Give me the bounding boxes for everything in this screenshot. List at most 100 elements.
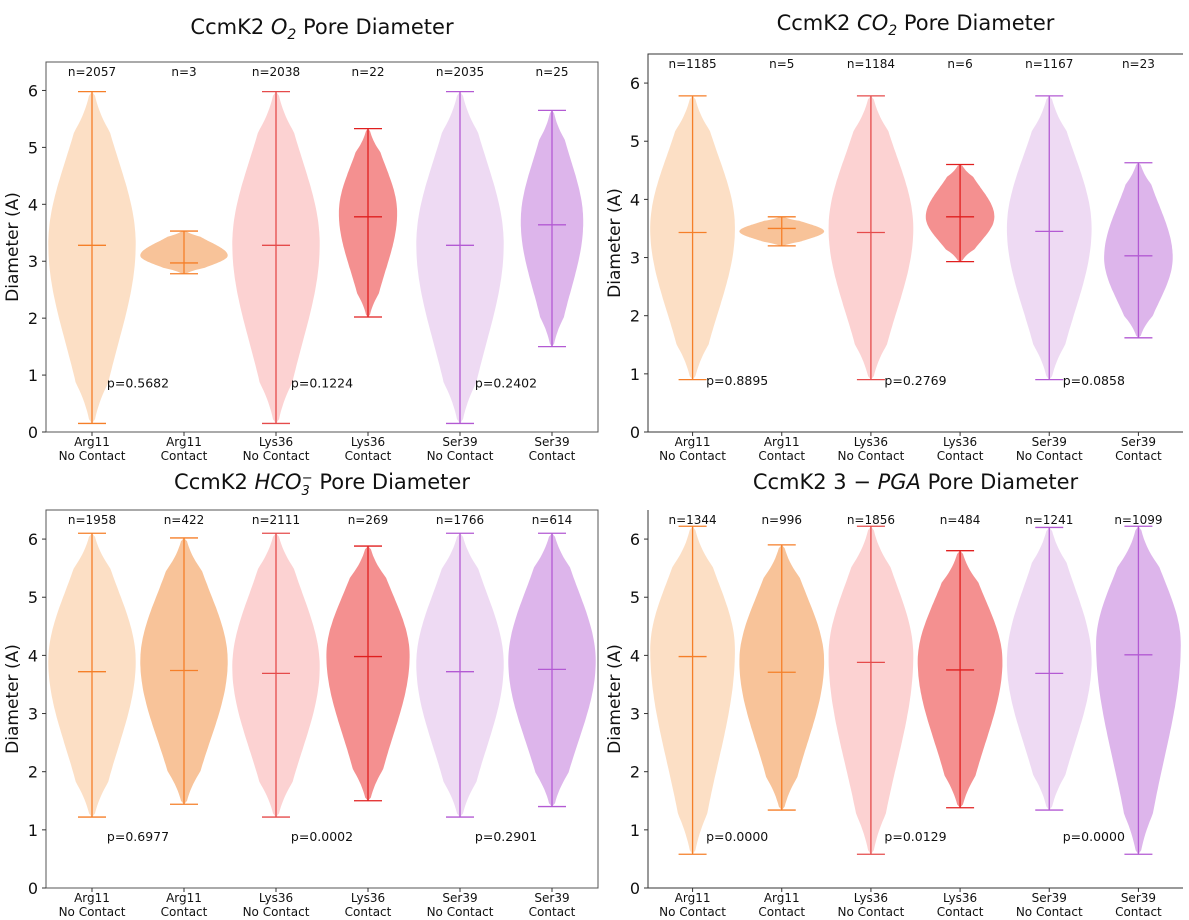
chart-title: CcmK2 CO2 Pore Diameter <box>777 11 1055 39</box>
y-tick-label: 4 <box>630 190 640 209</box>
count-label: n=25 <box>536 65 569 79</box>
x-tick-label-line2: No Contact <box>838 449 905 463</box>
plot-frame <box>45 509 599 889</box>
p-value-label: p=0.1224 <box>291 376 353 391</box>
x-tick-label-line2: No Contact <box>659 449 726 463</box>
y-tick-label: 5 <box>28 138 38 157</box>
x-tick-label-line2: Contact <box>758 449 805 463</box>
chart-title: CcmK2 3 − PGA Pore Diameter <box>753 470 1079 494</box>
count-label: n=2038 <box>252 65 300 79</box>
count-label: n=1344 <box>668 513 716 527</box>
count-label: n=2111 <box>252 513 300 527</box>
x-tick-label-line2: No Contact <box>659 905 726 919</box>
y-tick-label: 0 <box>28 423 38 442</box>
y-tick-label: 3 <box>28 252 38 271</box>
x-tick-label-line1: Arg11 <box>166 435 202 449</box>
y-tick-label: 4 <box>28 195 38 214</box>
y-tick-label: 5 <box>630 132 640 151</box>
x-tick-label-line1: Ser39 <box>1121 435 1156 449</box>
x-tick-label-line1: Arg11 <box>764 435 800 449</box>
y-axis-label: Diameter (A) <box>605 644 625 754</box>
count-label: n=1099 <box>1114 513 1162 527</box>
count-label: n=22 <box>352 65 385 79</box>
x-tick-label-line1: Ser39 <box>442 891 477 905</box>
count-label: n=5 <box>769 57 794 71</box>
plot-frame <box>45 61 599 433</box>
x-tick-label-line2: Contact <box>345 449 392 463</box>
x-tick-label-line1: Arg11 <box>764 891 800 905</box>
x-tick-label-line1: Ser39 <box>534 891 569 905</box>
count-label: n=2057 <box>68 65 116 79</box>
y-tick-label: 5 <box>630 588 640 607</box>
x-tick-label-line1: Lys36 <box>259 435 293 449</box>
p-value-label: p=0.0000 <box>1063 829 1125 844</box>
x-tick-label-line2: No Contact <box>59 905 126 919</box>
x-tick-label-line2: No Contact <box>838 905 905 919</box>
x-tick-label-line1: Ser39 <box>1032 435 1067 449</box>
p-value-label: p=0.2402 <box>475 376 537 391</box>
y-tick-label: 1 <box>630 365 640 384</box>
p-value-label: p=0.8895 <box>706 373 768 388</box>
x-tick-label-line1: Lys36 <box>943 891 977 905</box>
x-tick-label-line2: Contact <box>161 449 208 463</box>
y-tick-label: 0 <box>630 879 640 898</box>
count-label: n=269 <box>348 513 389 527</box>
chart-title: CcmK2 O2 Pore Diameter <box>190 15 454 43</box>
y-tick-label: 3 <box>630 705 640 724</box>
chart-panel-1: CcmK2 O2 Pore Diameter Diameter (A) 0 1 2 3 4 5… <box>3 15 599 463</box>
y-axis-label: Diameter (A) <box>3 192 23 302</box>
p-value-label: p=0.2901 <box>475 829 537 844</box>
x-tick-label-line2: Contact <box>345 905 392 919</box>
p-value-label: p=0.0858 <box>1063 373 1125 388</box>
x-tick-label-line1: Ser39 <box>1121 891 1156 905</box>
x-tick-label-line2: Contact <box>161 905 208 919</box>
x-tick-label-line1: Lys36 <box>351 435 385 449</box>
y-tick-label: 2 <box>630 307 640 326</box>
x-tick-label-line1: Arg11 <box>675 435 711 449</box>
y-tick-label: 4 <box>28 646 38 665</box>
x-tick-label-line1: Arg11 <box>74 435 110 449</box>
count-label: n=1241 <box>1025 513 1073 527</box>
x-tick-label-line2: No Contact <box>59 449 126 463</box>
x-tick-label-line2: No Contact <box>1016 905 1083 919</box>
count-label: n=23 <box>1122 57 1155 71</box>
y-tick-label: 6 <box>630 530 640 549</box>
x-tick-label-line2: No Contact <box>243 905 310 919</box>
count-label: n=1184 <box>847 57 895 71</box>
count-label: n=3 <box>171 65 196 79</box>
x-tick-label-line1: Arg11 <box>166 891 202 905</box>
x-tick-label-line2: No Contact <box>1016 449 1083 463</box>
x-tick-label-line1: Ser39 <box>534 435 569 449</box>
x-tick-label-line2: Contact <box>1115 905 1162 919</box>
count-label: n=6 <box>947 57 972 71</box>
p-value-label: p=0.0002 <box>291 829 353 844</box>
y-tick-label: 1 <box>28 366 38 385</box>
y-tick-label: 2 <box>630 763 640 782</box>
chart-panel-2: CcmK2 CO2 Pore Diameter Diameter (A) 0 1 2 3 4… <box>605 11 1183 463</box>
y-tick-label: 0 <box>630 423 640 442</box>
y-tick-label: 0 <box>28 879 38 898</box>
count-label: n=1766 <box>436 513 484 527</box>
y-tick-label: 5 <box>28 588 38 607</box>
p-value-label: p=0.6977 <box>107 829 169 844</box>
y-tick-label: 2 <box>28 309 38 328</box>
y-axis-label: Diameter (A) <box>605 188 625 298</box>
x-tick-label-line2: Contact <box>1115 449 1162 463</box>
count-label: n=1958 <box>68 513 116 527</box>
p-value-label: p=0.0129 <box>884 829 946 844</box>
x-tick-label-line1: Lys36 <box>854 435 888 449</box>
p-value-label: p=0.5682 <box>107 376 169 391</box>
y-tick-label: 6 <box>28 81 38 100</box>
y-tick-label: 2 <box>28 763 38 782</box>
x-tick-label-line2: Contact <box>529 905 576 919</box>
x-tick-label-line1: Ser39 <box>442 435 477 449</box>
count-label: n=614 <box>532 513 573 527</box>
x-tick-label-line1: Lys36 <box>943 435 977 449</box>
x-tick-label-line1: Arg11 <box>74 891 110 905</box>
p-value-label: p=0.0000 <box>706 829 768 844</box>
y-tick-label: 6 <box>28 530 38 549</box>
p-value-label: p=0.2769 <box>884 373 946 388</box>
count-label: n=1856 <box>847 513 895 527</box>
y-tick-label: 4 <box>630 646 640 665</box>
